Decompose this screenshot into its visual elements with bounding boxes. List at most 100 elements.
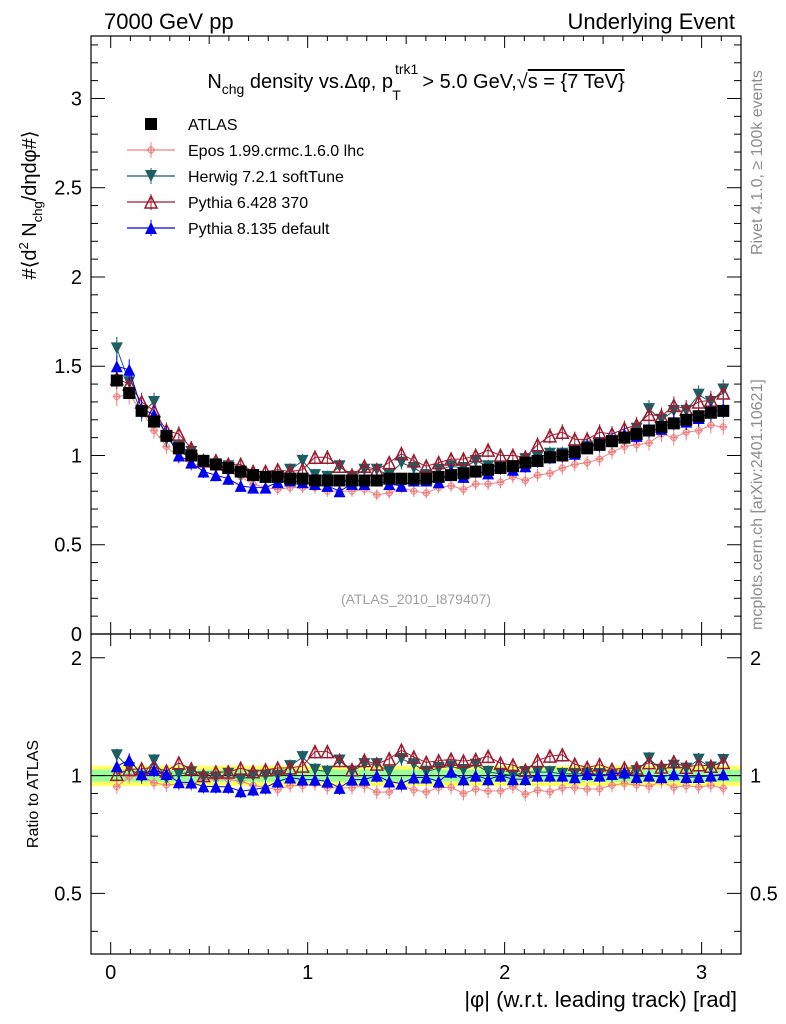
data-point [407,461,420,474]
x-tick-label: 2 [499,962,510,984]
data-point [607,447,616,456]
ratio-y-tick-label: 1 [71,766,82,788]
data-point [160,429,173,442]
ratio-point [222,780,235,793]
data-point [432,470,445,483]
ratio-point [567,756,582,772]
ratio-point [555,747,570,762]
data-point [383,472,396,485]
y-tick-label: 0.5 [54,535,82,557]
header-right: Underlying Event [567,9,735,34]
ratio-point [581,767,594,780]
data-point [409,487,418,496]
legend: ATLAS Epos 1.99.crmc.1.6.0 lhc Herwig 7.2.… [127,117,364,238]
data-point [332,458,347,473]
ratio-point [432,775,445,788]
legend-marker [143,194,159,209]
data-point [567,431,582,447]
ratio-point [296,751,309,764]
data-point [583,458,592,467]
data-point [296,454,309,467]
ratio-point [643,769,656,782]
ratio-point [345,773,358,786]
header-left: 7000 GeV pp [104,9,234,34]
legend-marker [147,146,155,154]
ratio-point [719,784,728,793]
data-point [135,404,148,417]
ratio-point [570,783,579,792]
ratio-point [295,758,310,773]
data-point [419,458,434,473]
ratio-point [370,769,383,782]
data-point [247,469,260,482]
ratio-point [618,766,631,779]
data-point [333,474,346,487]
ratio-point [121,761,137,777]
data-point [716,385,731,400]
ratio-point [431,753,446,768]
data-point [719,422,728,431]
data-point [691,394,706,409]
ratio-point [420,771,433,784]
data-point [496,478,505,487]
legend-marker [145,222,157,234]
ratio-point [321,765,334,778]
data-point [308,474,321,487]
ratio-point [259,781,272,794]
ratio-point [717,768,730,781]
data-point [171,426,187,441]
legend-marker [145,170,157,182]
ratio-point [456,753,471,768]
data-point [372,490,381,499]
ratio-point [357,752,372,768]
data-point [259,481,272,494]
ratio-point [543,769,556,782]
data-point [655,420,668,433]
data-point [422,488,431,497]
ratio-y-tick-label: 2 [71,648,82,670]
ratio-point [123,753,136,766]
y-tick-label: 0 [71,624,82,646]
data-point [148,415,161,428]
ratio-y-tick-label-right: 0.5 [750,883,778,905]
data-point [395,479,408,492]
data-point [556,449,569,462]
ratio-y-tick-label-right: 1 [750,766,761,788]
ratio-point [542,748,558,763]
ratio-point [258,762,273,777]
data-point [457,467,470,480]
data-point [394,446,409,461]
legend-label: Pythia 8.135 default [188,221,330,238]
ratio-point [533,786,542,795]
data-point [185,456,198,469]
ratio-point [358,773,371,786]
y-tick-label: 2 [71,267,82,289]
data-point [150,426,159,435]
ratio-point [494,769,507,782]
y-tick-label: 3 [71,88,82,110]
ratio-y-tick-label-right: 2 [750,648,761,670]
ratio-point [531,769,544,782]
y-tick-label: 1.5 [54,356,82,378]
ratio-point [333,781,346,794]
y-axis-label: #⟨d2 Nchg/dηdφ#⟩ [16,130,45,279]
data-point [271,470,284,483]
ratio-point [234,773,247,786]
ratio-point [692,770,705,783]
data-point [284,472,297,485]
x-tick-label: 1 [302,962,313,984]
ratio-point [184,761,199,776]
ratio-point [583,785,592,794]
ratio-point [112,782,121,791]
ratio-point [505,757,521,772]
data-point [568,445,581,458]
ratio-point [385,787,394,796]
ratio-point [593,769,606,782]
data-point [172,442,185,455]
ratio-point [556,769,569,782]
data-point [645,438,654,447]
data-point [222,461,235,474]
data-point [447,481,456,490]
ratio-point [469,769,482,782]
data-point [112,392,121,401]
